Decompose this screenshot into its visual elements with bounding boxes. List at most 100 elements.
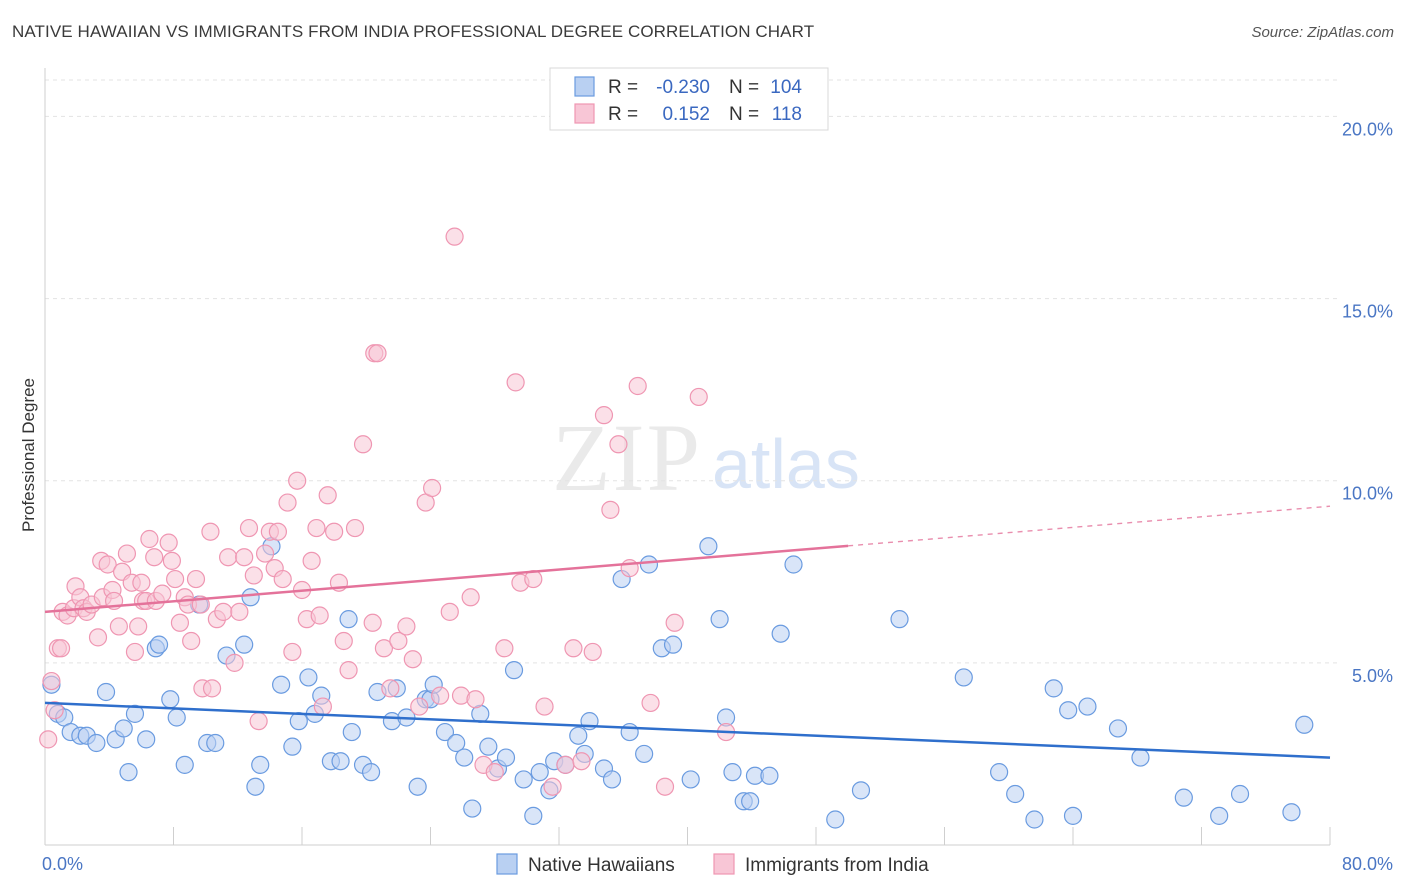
data-point [129, 617, 148, 636]
data-point [273, 569, 292, 589]
y-tick-label: 20.0% [1342, 119, 1393, 139]
data-point [230, 602, 249, 621]
data-point [307, 518, 326, 538]
legend-swatch [713, 853, 735, 875]
data-point [235, 635, 254, 654]
data-point [635, 744, 654, 764]
data-point [219, 548, 238, 567]
data-point [1044, 679, 1063, 698]
data-point [334, 631, 353, 651]
data-point [87, 733, 106, 753]
data-point [556, 755, 575, 774]
data-point [954, 668, 973, 687]
data-point [1025, 810, 1044, 829]
data-point [466, 690, 485, 709]
data-point [283, 642, 302, 662]
data-point [339, 610, 358, 629]
data-point [363, 613, 382, 632]
data-point [278, 493, 297, 512]
data-point [125, 642, 145, 662]
data-point [641, 693, 660, 713]
data-point [506, 373, 525, 392]
data-point [440, 602, 459, 621]
data-point [114, 719, 133, 738]
data-point [117, 544, 137, 563]
data-point [530, 763, 549, 782]
stats-r-value: 0.152 [662, 104, 710, 125]
data-point [535, 697, 554, 716]
data-point [159, 533, 178, 552]
data-point [569, 726, 588, 745]
data-point [318, 486, 337, 505]
data-point [1108, 719, 1128, 738]
data-point [186, 569, 206, 589]
grid [45, 79, 1340, 664]
data-point [166, 569, 185, 589]
data-point [288, 471, 307, 490]
x-tick-label: 0.0% [42, 854, 83, 874]
data-point [202, 679, 222, 698]
data-point [251, 755, 270, 774]
data-point [109, 617, 128, 636]
watermark-atlas: atlas [712, 425, 860, 503]
data-point [1295, 715, 1314, 734]
legend-label: Native Hawaiians [528, 855, 675, 876]
stats-swatch [574, 76, 595, 97]
y-axis-title: Professional Degree [19, 378, 38, 532]
watermark: ZIP atlas [552, 404, 860, 511]
watermark-zip: ZIP [552, 404, 702, 511]
data-point [342, 722, 361, 742]
data-point [514, 770, 533, 789]
data-point [45, 701, 64, 720]
stats-n-value: 104 [770, 77, 802, 98]
chart-title: NATIVE HAWAIIAN VS IMMIGRANTS FROM INDIA… [12, 22, 815, 41]
data-point [1210, 806, 1229, 825]
data-point [403, 650, 422, 669]
data-point [206, 733, 225, 753]
data-point [710, 610, 729, 629]
data-point [299, 668, 318, 687]
data-point [1131, 748, 1150, 767]
data-point [504, 661, 524, 680]
data-point [51, 639, 71, 658]
data-point [140, 529, 159, 549]
data-point [689, 387, 708, 407]
data-point [663, 635, 683, 654]
data-point [628, 376, 647, 396]
y-tick-label: 10.0% [1342, 484, 1393, 504]
data-point [119, 763, 138, 782]
data-point [310, 606, 329, 625]
bottom-legend: Native Hawaiians Immigrants from India [496, 853, 929, 876]
data-point [255, 544, 275, 563]
data-point [182, 631, 201, 651]
data-point [741, 792, 760, 811]
data-point [368, 344, 387, 363]
data-point [463, 799, 482, 818]
data-point [826, 810, 845, 829]
data-point [665, 613, 684, 632]
data-point [990, 763, 1009, 782]
data-point [455, 748, 474, 767]
data-point [98, 555, 117, 574]
stats-legend: R = -0.230 N = 104 R = 0.152 N = 118 [549, 67, 829, 131]
data-point [39, 730, 58, 749]
data-point [410, 697, 429, 716]
trend-line-extension [848, 505, 1331, 547]
data-point [325, 522, 344, 541]
data-point [201, 522, 220, 541]
data-point [681, 770, 700, 789]
data-point [125, 704, 145, 723]
data-point [572, 752, 591, 771]
data-point [543, 777, 562, 796]
data-point [302, 551, 321, 570]
data-point [96, 682, 116, 702]
data-point [655, 777, 675, 796]
data-point [153, 584, 172, 603]
data-point [1282, 803, 1301, 822]
data-point [246, 777, 265, 796]
data-point [272, 675, 291, 694]
data-point [339, 661, 358, 680]
data-point [495, 639, 514, 658]
series-native-hawaiians [42, 537, 1314, 829]
